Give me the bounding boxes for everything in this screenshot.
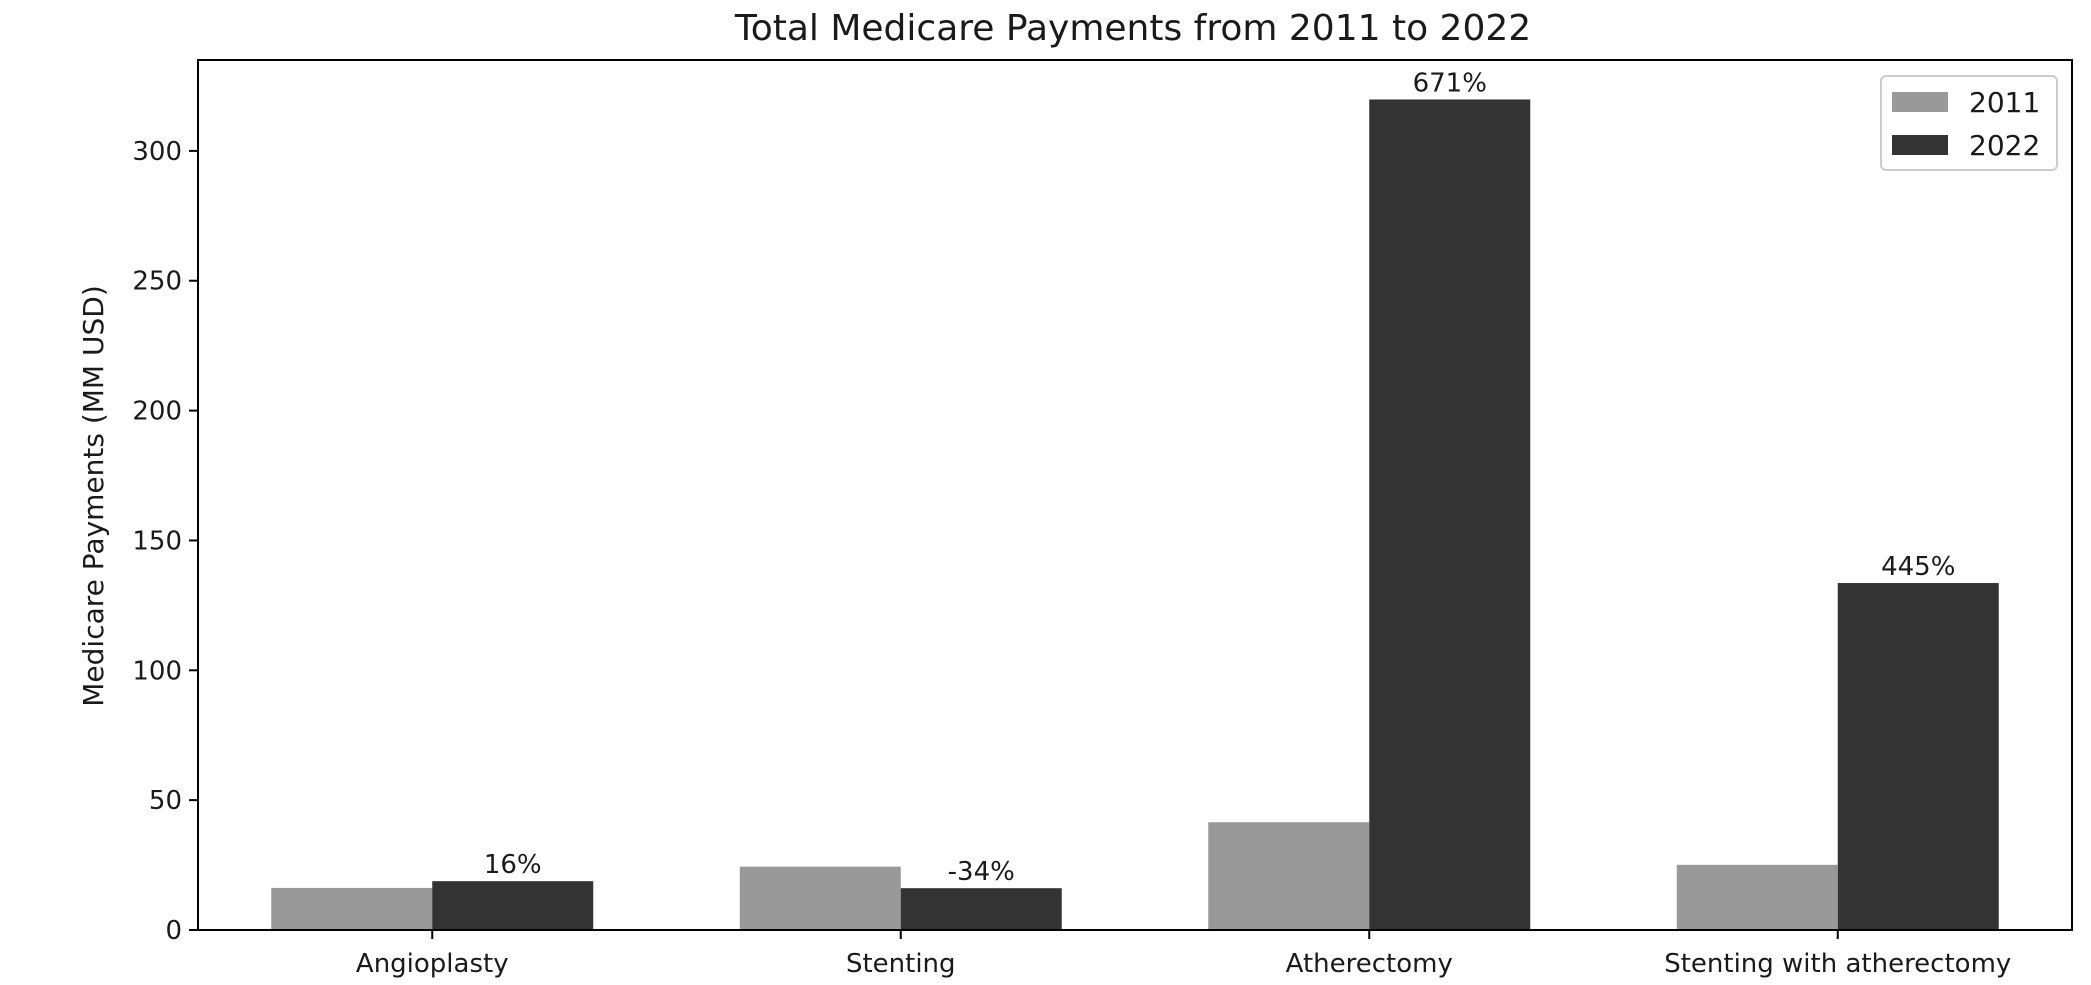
- y-tick-label: 100: [132, 656, 182, 686]
- bar-2022-1: [900, 888, 1062, 930]
- x-tick-label: Atherectomy: [1286, 949, 1453, 979]
- y-tick-label: 50: [149, 786, 182, 816]
- bar-2011-2: [1208, 822, 1370, 930]
- plot-frame: [197, 59, 2073, 931]
- bar-annotation: 671%: [1413, 68, 1487, 98]
- y-tick-label: 300: [132, 137, 182, 167]
- y-axis-label: Medicare Payments (MM USD): [77, 285, 110, 706]
- y-tick-label: 150: [132, 526, 182, 556]
- plot-area: 0 50 100 150 200 250 300 16% Angioplasty -34% Sten…: [132, 59, 2073, 979]
- bar-annotation: 16%: [484, 850, 542, 880]
- legend: 2011 2022: [1880, 75, 2058, 171]
- chart-title: Total Medicare Payments from 2011 to 202…: [734, 8, 1531, 49]
- y-tick-label: 0: [165, 916, 182, 946]
- bar-2011-3: [1676, 864, 1838, 930]
- legend-label-2011: 2011: [1969, 86, 2040, 119]
- legend-swatch-2011: [1892, 92, 1948, 112]
- y-tick-label: 250: [132, 267, 182, 297]
- bar-2011-1: [739, 866, 901, 930]
- x-tick-label: Stenting: [846, 949, 956, 979]
- bar-2022-3: [1837, 583, 1999, 930]
- x-tick-label: Stenting with atherectomy: [1664, 949, 2011, 979]
- x-tick-label: Angioplasty: [356, 949, 509, 979]
- legend-label-2022: 2022: [1969, 129, 2040, 162]
- bar-annotation: 445%: [1881, 552, 1955, 582]
- bar-2022-0: [432, 881, 594, 930]
- y-tick-label: 200: [132, 397, 182, 427]
- bar-annotation: -34%: [948, 857, 1015, 887]
- bar-2022-2: [1369, 99, 1531, 931]
- legend-swatch-2022: [1892, 135, 1948, 155]
- bar-2011-0: [271, 887, 433, 930]
